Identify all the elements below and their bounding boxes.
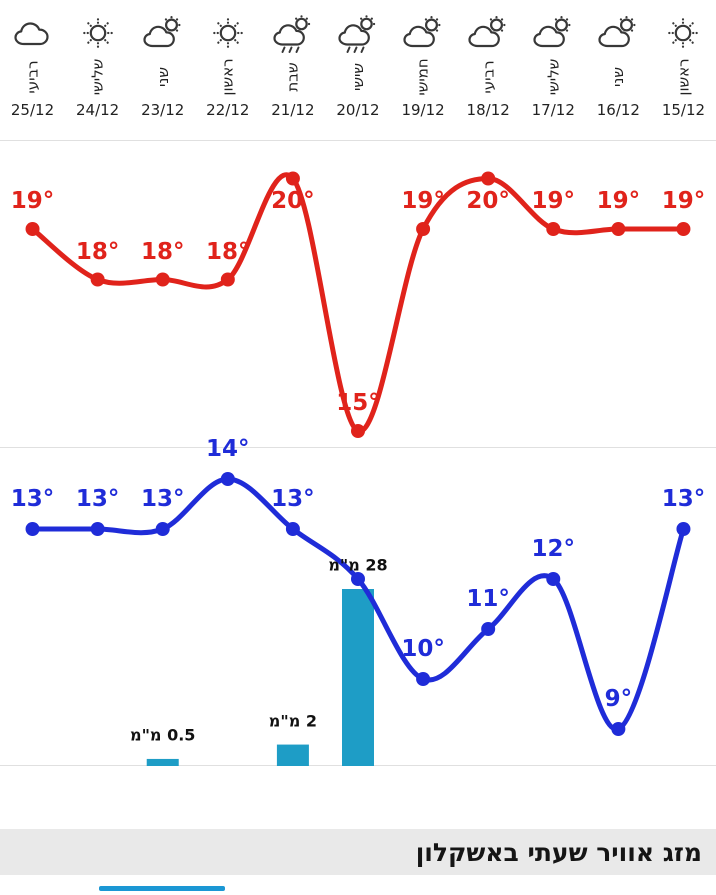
day-name-box: רביעי bbox=[16, 54, 49, 100]
high-temp-point bbox=[611, 222, 626, 236]
low-temp-point bbox=[155, 522, 170, 536]
day-column[interactable]: רביעי 18/12 bbox=[456, 12, 521, 140]
section-header: מזג אוויר שעתי באשקלון bbox=[0, 829, 716, 875]
cloud-icon bbox=[11, 12, 55, 54]
forecast-chart: 19° 19° 19° 20° 19° 15° 20° 18° 18° 18° 19° 13° 9° 12… bbox=[0, 141, 716, 766]
day-name: שישי bbox=[348, 63, 367, 91]
low-temp-point bbox=[611, 722, 626, 736]
sun-showers-icon bbox=[336, 12, 380, 54]
day-name-box: שלישי bbox=[535, 54, 572, 100]
day-date: 24/12 bbox=[75, 101, 120, 119]
day-name: שני bbox=[153, 67, 172, 87]
day-date: 22/12 bbox=[206, 101, 250, 119]
day-name: חמישי bbox=[414, 58, 433, 96]
day-name-box: שני bbox=[153, 54, 173, 100]
day-name: ראשון bbox=[674, 58, 693, 96]
day-date: 20/12 bbox=[336, 101, 380, 119]
day-date: 16/12 bbox=[596, 101, 640, 119]
high-temp-point bbox=[416, 222, 431, 236]
partly-cloudy-icon bbox=[141, 12, 185, 54]
day-name-box: ראשון bbox=[209, 54, 246, 100]
chart-canvas bbox=[0, 171, 716, 766]
sun-icon bbox=[661, 12, 705, 54]
day-column[interactable]: שישי 20/12 bbox=[325, 12, 390, 140]
day-date: 25/12 bbox=[10, 101, 55, 119]
day-name: רביעי bbox=[23, 60, 42, 94]
precipitation-bar bbox=[146, 758, 179, 766]
day-column[interactable]: ראשון 22/12 bbox=[195, 12, 260, 140]
day-name: שני bbox=[609, 67, 628, 87]
day-name: ראשון bbox=[218, 58, 237, 96]
low-temp-point bbox=[25, 522, 40, 536]
high-temp-point bbox=[481, 171, 496, 186]
low-temp-point bbox=[546, 572, 561, 586]
low-temp-point bbox=[351, 572, 365, 586]
day-name-box: שלישי bbox=[79, 54, 116, 100]
sun-showers-icon bbox=[271, 12, 315, 54]
partly-cloudy-icon bbox=[466, 12, 510, 54]
day-column[interactable]: שני 16/12 bbox=[586, 12, 651, 140]
high-temp-point bbox=[676, 222, 691, 236]
day-name-box: שבת bbox=[278, 54, 307, 100]
day-name: שבת bbox=[283, 62, 302, 92]
day-date: 21/12 bbox=[271, 101, 315, 119]
high-temp-point bbox=[220, 272, 235, 287]
day-date: 18/12 bbox=[466, 101, 510, 119]
low-temp-point bbox=[481, 622, 496, 636]
day-column[interactable]: שלישי 24/12 bbox=[65, 12, 130, 140]
high-temp-line bbox=[30, 172, 686, 434]
high-temp-point bbox=[25, 222, 40, 236]
day-name: שלישי bbox=[544, 58, 563, 96]
day-column[interactable]: שלישי 17/12 bbox=[521, 12, 586, 140]
day-name-box: רביעי bbox=[472, 54, 505, 100]
day-column[interactable]: חמישי 19/12 bbox=[391, 12, 456, 140]
low-temp-point bbox=[90, 522, 105, 536]
low-temp-point bbox=[676, 522, 691, 536]
day-name-box: שני bbox=[608, 54, 628, 100]
low-temp-point bbox=[220, 472, 235, 486]
day-name-box: חמישי bbox=[404, 54, 441, 100]
precipitation-bar bbox=[276, 744, 309, 766]
day-name-box: ראשון bbox=[665, 54, 702, 100]
day-column[interactable]: שני 23/12 bbox=[130, 12, 195, 140]
day-name: רביעי bbox=[479, 60, 498, 94]
low-temp-point bbox=[416, 672, 431, 686]
high-temp-point bbox=[285, 171, 300, 186]
day-column[interactable]: ראשון 15/12 bbox=[651, 12, 716, 140]
partly-cloudy-icon bbox=[531, 12, 575, 54]
high-temp-point bbox=[90, 272, 105, 287]
precipitation-bar bbox=[342, 589, 374, 766]
day-column[interactable]: רביעי 25/12 bbox=[0, 12, 65, 140]
day-date: 23/12 bbox=[141, 101, 185, 119]
day-date: 17/12 bbox=[531, 101, 575, 119]
low-temp-point bbox=[285, 522, 300, 536]
partly-cloudy-icon bbox=[596, 12, 640, 54]
high-temp-point bbox=[546, 222, 561, 236]
day-column[interactable]: שבת 21/12 bbox=[260, 12, 325, 140]
day-date: 15/12 bbox=[661, 101, 706, 119]
sun-icon bbox=[206, 12, 250, 54]
high-temp-point bbox=[155, 272, 170, 287]
day-date: 19/12 bbox=[401, 101, 445, 119]
high-temp-point bbox=[351, 424, 365, 438]
partly-cloudy-icon bbox=[401, 12, 445, 54]
day-name: שלישי bbox=[88, 58, 107, 96]
bottom-accent-bar bbox=[99, 886, 225, 891]
sun-icon bbox=[76, 12, 120, 54]
section-title: מזג אוויר שעתי באשקלון bbox=[415, 837, 702, 867]
day-name-box: שישי bbox=[344, 54, 372, 100]
days-header: ראשון 15/12 שני 16/12 שלישי 17/12 רביעי 18/12 חמ… bbox=[0, 0, 716, 141]
